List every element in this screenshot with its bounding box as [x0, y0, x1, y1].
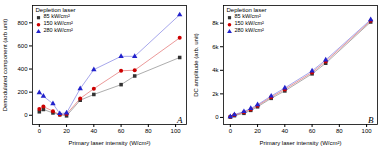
svg-text:Primary laser intensity (W/cm²: Primary laser intensity (W/cm²) — [259, 140, 341, 146]
svg-text:0: 0 — [38, 128, 42, 134]
svg-text:2k: 2k — [212, 91, 219, 97]
svg-text:40: 40 — [281, 128, 288, 134]
svg-text:B: B — [368, 115, 374, 125]
svg-text:4k: 4k — [212, 67, 219, 73]
svg-text:80: 80 — [145, 128, 152, 134]
svg-text:Depletion laser: Depletion laser — [227, 7, 267, 13]
svg-text:100: 100 — [171, 128, 182, 134]
svg-text:200: 200 — [17, 89, 28, 95]
svg-text:150 kW/cm²: 150 kW/cm² — [44, 20, 74, 26]
svg-text:A: A — [176, 115, 183, 125]
svg-text:85 kW/cm²: 85 kW/cm² — [235, 13, 261, 19]
svg-text:Primary laser intensity (W/cm²: Primary laser intensity (W/cm²) — [68, 140, 150, 146]
svg-text:60: 60 — [309, 128, 316, 134]
svg-text:0: 0 — [24, 112, 28, 118]
svg-text:85 kW/cm²: 85 kW/cm² — [44, 13, 70, 19]
svg-text:150 kW/cm²: 150 kW/cm² — [235, 20, 265, 26]
svg-text:0: 0 — [215, 114, 219, 120]
svg-text:100: 100 — [362, 128, 373, 134]
svg-text:280 kW/cm²: 280 kW/cm² — [44, 27, 74, 33]
svg-text:60: 60 — [118, 128, 125, 134]
svg-text:0: 0 — [229, 128, 233, 134]
svg-text:400: 400 — [17, 66, 28, 72]
svg-text:800: 800 — [17, 20, 28, 26]
svg-text:20: 20 — [63, 128, 70, 134]
svg-text:Demodulated component (arb uni: Demodulated component (arb unit) — [2, 19, 8, 112]
svg-text:40: 40 — [90, 128, 97, 134]
svg-text:20: 20 — [254, 128, 261, 134]
svg-text:280 kW/cm²: 280 kW/cm² — [235, 27, 265, 33]
svg-text:80: 80 — [336, 128, 343, 134]
svg-text:DC amplitude (arb. unit): DC amplitude (arb. unit) — [193, 33, 199, 97]
svg-text:6k: 6k — [212, 44, 219, 50]
svg-text:600: 600 — [17, 43, 28, 49]
svg-text:8k: 8k — [212, 20, 219, 26]
svg-text:Depletion laser: Depletion laser — [36, 7, 76, 13]
